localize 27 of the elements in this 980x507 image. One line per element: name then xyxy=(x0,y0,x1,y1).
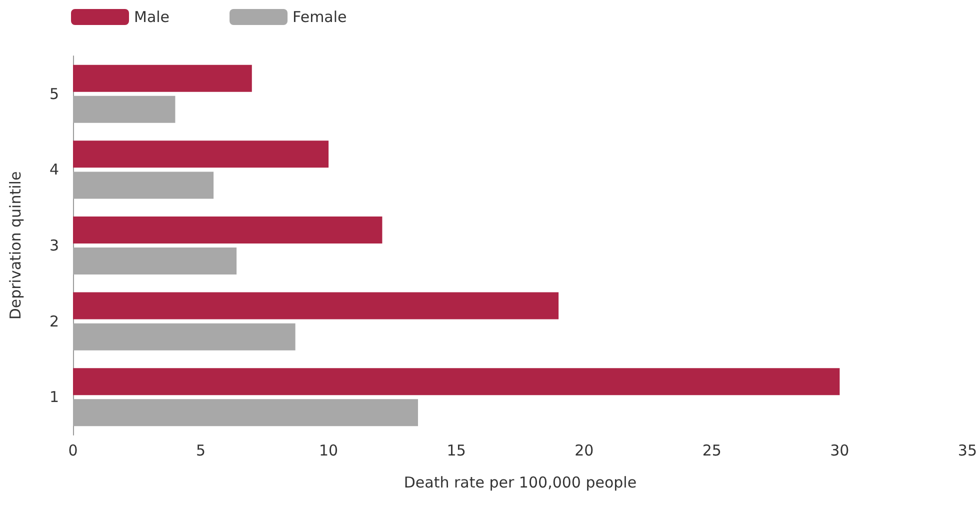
x-tick-label: 25 xyxy=(702,442,722,460)
y-axis-title: Deprivation quintile xyxy=(6,171,24,320)
bar xyxy=(73,64,252,92)
bar xyxy=(73,399,418,426)
x-tick-label: 5 xyxy=(196,442,206,460)
legend-label: Male xyxy=(134,8,170,26)
bar xyxy=(73,140,329,168)
x-tick-label: 35 xyxy=(958,442,978,460)
y-tick-label: 1 xyxy=(49,388,59,406)
legend-label: Female xyxy=(292,8,347,26)
bar xyxy=(73,368,840,396)
x-axis-title: Death rate per 100,000 people xyxy=(404,474,637,492)
y-tick-label: 4 xyxy=(49,160,59,179)
bar xyxy=(73,96,176,123)
y-tick-label: 3 xyxy=(49,236,59,254)
y-tick-label: 2 xyxy=(49,312,59,330)
bar xyxy=(73,216,382,244)
x-tick-label: 30 xyxy=(830,442,850,460)
bar xyxy=(73,248,237,275)
bar xyxy=(73,323,296,350)
x-tick-label: 20 xyxy=(574,442,594,460)
y-tick-label: 5 xyxy=(49,84,59,103)
x-tick-label: 15 xyxy=(446,442,466,460)
bar xyxy=(73,292,559,320)
x-tick-label: 10 xyxy=(319,442,338,460)
bar xyxy=(73,172,214,199)
x-tick-label: 0 xyxy=(68,442,78,460)
